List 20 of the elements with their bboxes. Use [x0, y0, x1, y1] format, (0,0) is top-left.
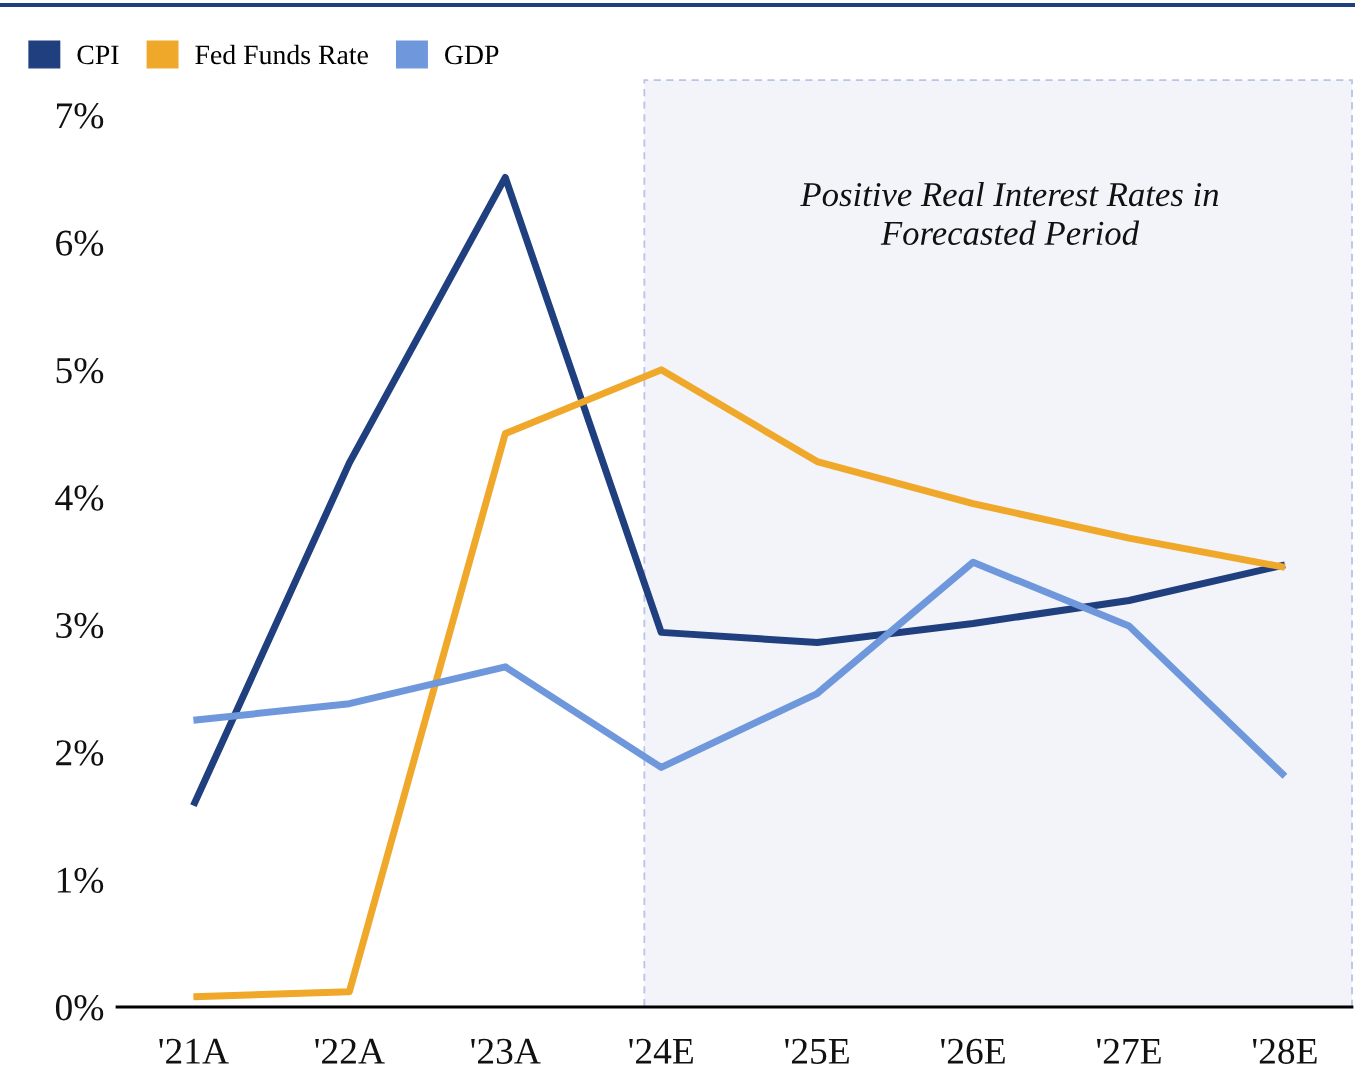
y-tick-label: 3% — [56, 612, 104, 639]
x-tick-label: '22A — [315, 1038, 385, 1064]
x-tick-label: '21A — [159, 1038, 229, 1064]
y-tick-label: 1% — [57, 867, 104, 894]
annotation: Positive Real Interest Rates in Forecasted Period — [800, 181, 1219, 246]
legend-label: Fed Funds Rate — [195, 44, 368, 65]
x-tick-label: '23A — [471, 1038, 541, 1064]
x-tick-label: '24E — [629, 1038, 693, 1064]
y-tick-label: 0% — [55, 995, 104, 1021]
y-tick-label: 6% — [56, 230, 104, 256]
y-tick-label: 7% — [56, 103, 104, 129]
y-tick-label: 2% — [56, 740, 104, 766]
y-tick-label: 5% — [56, 357, 104, 384]
x-tick-label: '25E — [785, 1038, 849, 1064]
x-tick-label: '26E — [941, 1038, 1005, 1064]
legend-label: GDP — [445, 45, 499, 65]
x-tick-label: '27E — [1097, 1038, 1161, 1064]
y-tick-label: 4% — [55, 485, 104, 511]
x-tick-label: '28E — [1252, 1038, 1317, 1064]
legend-label: CPI — [77, 45, 119, 65]
